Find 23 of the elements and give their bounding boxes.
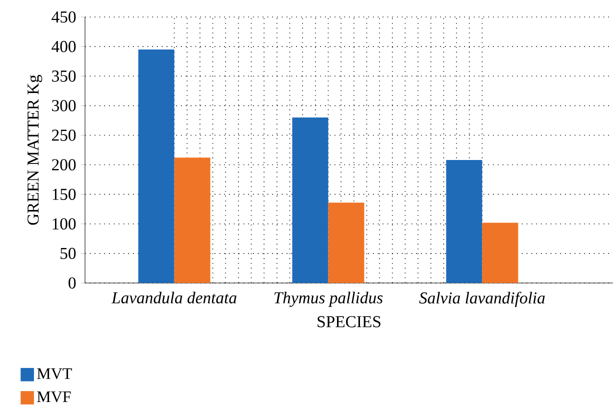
y-tick-label: 450 [52, 11, 76, 23]
legend-label: MVT [37, 368, 72, 380]
x-axis-title: SPECIES [318, 316, 380, 328]
bar [482, 222, 518, 283]
bar [138, 50, 174, 283]
bar [292, 117, 328, 283]
legend-label: MVF [37, 392, 71, 402]
y-tick-label: 200 [52, 159, 76, 170]
y-tick-label: 0 [68, 277, 76, 289]
y-tick-label: 350 [52, 70, 76, 82]
x-tick-label: Lavandula dentata [111, 292, 236, 304]
x-tick-label: Thymus pallidus [274, 292, 383, 307]
bar [446, 160, 482, 283]
y-tick-label: 150 [52, 188, 76, 200]
y-axis-title: GREEN MATTER Kg [28, 74, 42, 225]
y-tick-label: 400 [52, 40, 76, 52]
bar [174, 158, 210, 283]
y-tick-label: 100 [52, 218, 76, 230]
y-tick-label: 250 [52, 130, 76, 141]
y-tick-label: 300 [52, 100, 76, 112]
bar [328, 202, 364, 283]
x-tick-label: Salvia lavandifolia [419, 292, 545, 307]
y-tick-label: 50 [60, 248, 76, 260]
